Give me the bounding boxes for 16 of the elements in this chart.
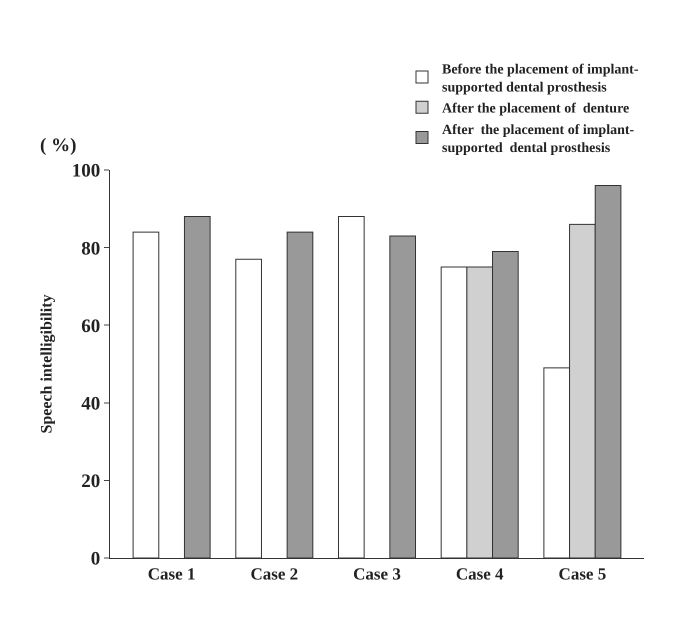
y-tick-label: 100 [72,160,100,182]
text: ( %) [40,135,76,156]
x-tick-label: Case 4 [456,564,504,584]
y-tick-label: 80 [81,238,100,260]
y-axis-title: Speech intelligibility [38,294,56,434]
x-tick-label: Case 1 [148,564,196,584]
legend-label: Before the placement of implant-supported dental prosthesis [442,62,639,96]
x-tick-label: Case 5 [558,564,606,584]
y-tick-label: 0 [90,548,100,570]
y-tick-label: 40 [81,393,100,414]
legend-label: After the placement of implant-supported dental prosthesis [442,122,635,156]
legend-label: After the placement of denture [442,102,630,117]
y-tick-label: 60 [81,316,100,337]
y-tick-label: 20 [81,471,100,492]
x-tick-label: Case 3 [353,564,401,584]
x-tick-label: Case 2 [250,564,298,584]
